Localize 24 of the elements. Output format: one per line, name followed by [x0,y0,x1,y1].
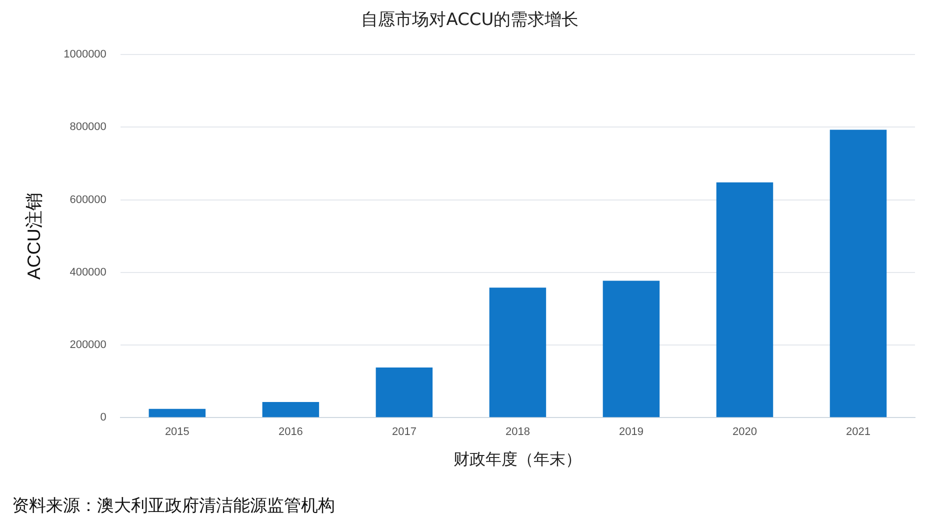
bar [830,130,887,418]
y-axis-title: ACCU注销 [24,192,44,280]
bar [602,280,660,418]
bar [376,368,433,418]
text: 资料来源：澳大利亚政府清洁能源监管机构 [12,495,335,517]
y-tick-label: 200000 [70,339,106,352]
x-tick-label: 2020 [732,426,757,438]
bar [262,402,320,418]
x-tick-label: 2015 [164,426,190,438]
x-tick-label: 2019 [618,426,644,438]
y-tick-label: 400000 [70,266,106,278]
y-tick-label: 800000 [70,121,106,134]
x-tick-label: 2018 [505,426,530,438]
x-tick-label: 2016 [278,426,303,438]
bar [716,182,774,418]
y-tick-label: 600000 [70,194,106,206]
x-tick-label: 2017 [392,426,416,438]
bar [148,408,206,418]
x-tick-label: 2021 [846,426,870,438]
bar [489,288,546,418]
x-axis-title: 财政年度（年末） [454,450,582,469]
y-tick-label: 1000000 [64,48,106,61]
chart-title: 自愿市场对ACCU的需求增长 [360,9,580,31]
y-tick-label: 0 [100,412,106,424]
